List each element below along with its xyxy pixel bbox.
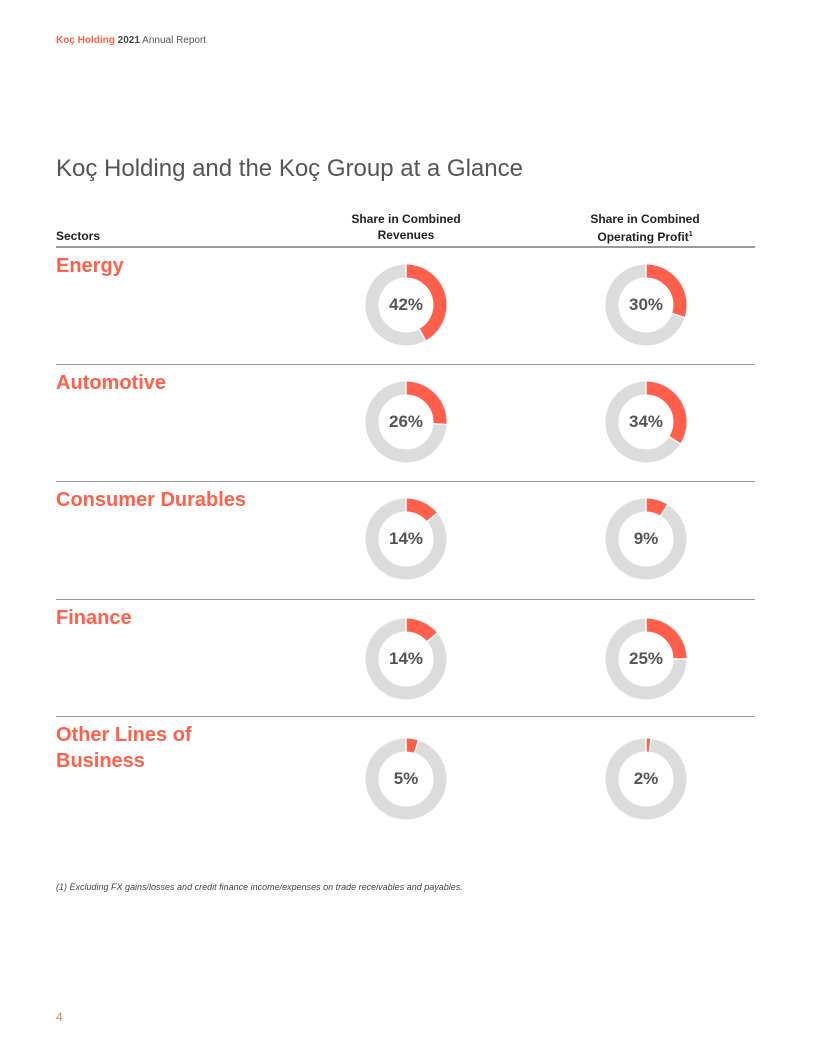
revenue-donut-svg — [365, 738, 447, 820]
page-number: 4 — [56, 1010, 63, 1024]
donut-gap — [426, 512, 439, 523]
donut-label: 9% — [633, 529, 659, 548]
donut-gap — [418, 328, 427, 342]
donut-gap — [432, 422, 447, 426]
profit-donut: 2% — [604, 737, 688, 821]
profit-donut-svg — [605, 498, 687, 580]
donut-label: 42% — [388, 295, 424, 314]
donut-label: 30% — [628, 295, 664, 314]
report-name: Annual Report — [142, 35, 207, 46]
page-title: Koç Holding and the Koç Group at a Glanc… — [56, 155, 523, 182]
sector-name: Finance — [56, 607, 132, 629]
donut-label: 25% — [628, 649, 664, 668]
donut-gap — [648, 738, 652, 753]
profit-donut: 9% — [604, 497, 688, 581]
revenue-donut: 14% — [364, 497, 448, 581]
revenue-donut: 5% — [364, 737, 448, 821]
revenue-donut-svg — [365, 381, 447, 463]
running-header: Koç Holding 2021 Annual Report — [56, 35, 206, 46]
profit-donut-svg — [605, 618, 687, 700]
profit-header-text: Share in Combined Operating Profit — [590, 212, 700, 244]
row-divider — [56, 599, 755, 600]
sector-name: Energy — [56, 255, 124, 277]
footnote-mark: 1 — [688, 231, 693, 238]
donut-gap — [413, 739, 420, 754]
donut-label: 2% — [633, 769, 659, 788]
sector-name: Consumer Durables — [56, 489, 247, 511]
sector-name: Automotive — [56, 372, 166, 394]
revenue-donut-svg — [365, 264, 447, 346]
revenue-donut-svg — [365, 618, 447, 700]
row-divider — [56, 364, 755, 365]
revenue-donut-svg — [365, 498, 447, 580]
profit-donut: 30% — [604, 263, 688, 347]
donut-gap — [659, 503, 669, 517]
profit-donut: 25% — [604, 617, 688, 701]
brand-name: Koç Holding — [56, 35, 115, 46]
revenue-donut: 14% — [364, 617, 448, 701]
header-rule — [56, 246, 755, 248]
donut-label: 5% — [393, 769, 419, 788]
donut-gap — [671, 312, 686, 319]
profit-donut-svg — [605, 738, 687, 820]
profit-donut: 34% — [604, 380, 688, 464]
donut-label: 14% — [388, 649, 424, 668]
column-header-revenues: Share in Combined Revenues — [351, 212, 461, 242]
profit-donut-svg — [605, 264, 687, 346]
sector-name: Other Lines of Business — [56, 724, 192, 772]
column-header-sectors: Sectors — [56, 229, 101, 243]
donut-label: 26% — [388, 412, 424, 431]
donut-gap — [668, 435, 682, 445]
profit-donut-svg — [605, 381, 687, 463]
column-header-profit: Share in Combined Operating Profit1 — [570, 211, 720, 245]
donut-label: 14% — [388, 529, 424, 548]
donut-label: 34% — [628, 412, 664, 431]
revenue-donut: 26% — [364, 380, 448, 464]
row-divider — [56, 481, 755, 482]
revenue-donut: 42% — [364, 263, 448, 347]
row-divider — [56, 716, 755, 717]
footnote: (1) Excluding FX gains/losses and credit… — [56, 882, 463, 892]
donut-gap — [426, 632, 439, 643]
report-year: 2021 — [117, 35, 140, 46]
